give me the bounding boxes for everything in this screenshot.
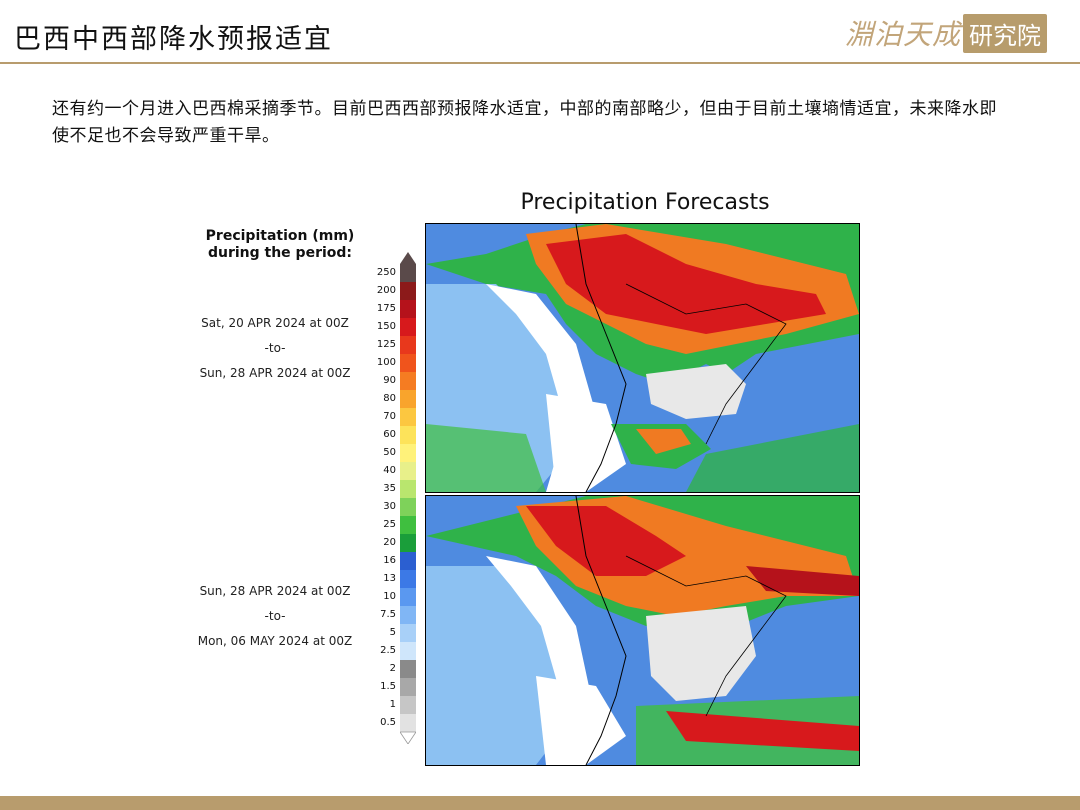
colorbar-tick-label: 60 [383, 429, 396, 440]
colorbar-tick-label: 250 [376, 267, 396, 278]
period-2-end: Mon, 06 MAY 2024 at 00Z [197, 634, 353, 648]
colorbar-segment [400, 336, 416, 355]
period-2-label: Sun, 28 APR 2024 at 00Z -to- Mon, 06 MAY… [180, 579, 370, 654]
colorbar-segment [400, 354, 416, 373]
colorbar-tick-label: 5 [389, 627, 396, 638]
colorbar-tick-label: 40 [383, 465, 396, 476]
colorbar-segment [400, 444, 416, 463]
logo: 淵泊天成 研究院 [845, 13, 1048, 53]
colorbar-tick-label: 25 [383, 519, 396, 530]
colorbar-segment [400, 282, 416, 301]
colorbar-tick-label: 50 [383, 447, 396, 458]
colorbar-tick-label: 20 [383, 537, 396, 548]
description-text: 还有约一个月进入巴西棉采摘季节。目前巴西西部预报降水适宜，中部的南部略少，但由于… [52, 99, 997, 146]
logo-box-text: 研究院 [963, 13, 1048, 53]
colorbar-tick-label: 125 [376, 339, 396, 350]
colorbar-segment [400, 642, 416, 661]
legend-title: Precipitation (mm) during the period: [190, 228, 370, 262]
colorbar-tick-label: 175 [376, 303, 396, 314]
colorbar-segment [400, 714, 416, 733]
colorbar-segment [400, 318, 416, 337]
colorbar-tick-label: 16 [383, 555, 396, 566]
slide-title: 巴西中西部降水预报适宜 [14, 24, 333, 55]
colorbar-tick-label: 7.5 [380, 609, 396, 620]
period-2-start: Sun, 28 APR 2024 at 00Z [199, 584, 351, 598]
colorbar-tick-label: 1 [389, 699, 396, 710]
colorbar-tick-label: 80 [383, 393, 396, 404]
colorbar-segment [400, 570, 416, 589]
footer-band [0, 796, 1080, 810]
colorbar-tick-label: 1.5 [380, 681, 396, 692]
figure-title: Precipitation Forecasts [520, 190, 770, 215]
colorbar-segment [400, 624, 416, 643]
colorbar-segment [400, 300, 416, 319]
logo-script-text: 淵泊天成 [845, 18, 962, 51]
period-1-sep: -to- [264, 341, 286, 355]
colorbar-tick-label: 10 [383, 591, 396, 602]
colorbar-arrow-top [400, 252, 416, 264]
colorbar-tick-label: 150 [376, 321, 396, 332]
forecast-map-period-2 [425, 495, 860, 766]
period-2-sep: -to- [264, 609, 286, 623]
colorbar-segment [400, 480, 416, 499]
colorbar-tick-label: 2.5 [380, 645, 396, 656]
colorbar-segment [400, 462, 416, 481]
colorbar-tick-label: 35 [383, 483, 396, 494]
period-1-end: Sun, 28 APR 2024 at 00Z [199, 366, 351, 380]
forecast-map-period-1 [425, 223, 860, 493]
period-1-label: Sat, 20 APR 2024 at 00Z -to- Sun, 28 APR… [180, 311, 370, 386]
legend-title-line1: Precipitation (mm) [205, 228, 355, 244]
colorbar-segment [400, 408, 416, 427]
colorbar-segment [400, 606, 416, 625]
colorbar-segment [400, 264, 416, 283]
period-1-start: Sat, 20 APR 2024 at 00Z [201, 316, 349, 330]
map-1 [426, 224, 859, 492]
colorbar-tick-label: 30 [383, 501, 396, 512]
colorbar-tick-label: 0.5 [380, 717, 396, 728]
colorbar-tick-label: 70 [383, 411, 396, 422]
colorbar-segment [400, 390, 416, 409]
colorbar-segment [400, 588, 416, 607]
map-2 [426, 496, 859, 765]
colorbar-segment [400, 660, 416, 679]
colorbar-arrow-bottom [400, 731, 416, 744]
colorbar-tick-label: 100 [376, 357, 396, 368]
title-divider [0, 62, 1080, 64]
colorbar-segment [400, 552, 416, 571]
colorbar-segment [400, 372, 416, 391]
colorbar-segment [400, 534, 416, 553]
colorbar-tick-label: 90 [383, 375, 396, 386]
colorbar-segment [400, 516, 416, 535]
legend-title-line2: during the period: [207, 245, 353, 261]
colorbar-segment [400, 696, 416, 715]
colorbar-segment [400, 426, 416, 445]
title-bar: 巴西中西部降水预报适宜 淵泊天成 研究院 [0, 0, 1080, 62]
colorbar-tick-label: 13 [383, 573, 396, 584]
colorbar [400, 252, 416, 744]
colorbar-segment [400, 678, 416, 697]
colorbar-tick-label: 2 [389, 663, 396, 674]
colorbar-tick-label: 200 [376, 285, 396, 296]
colorbar-segment [400, 498, 416, 517]
